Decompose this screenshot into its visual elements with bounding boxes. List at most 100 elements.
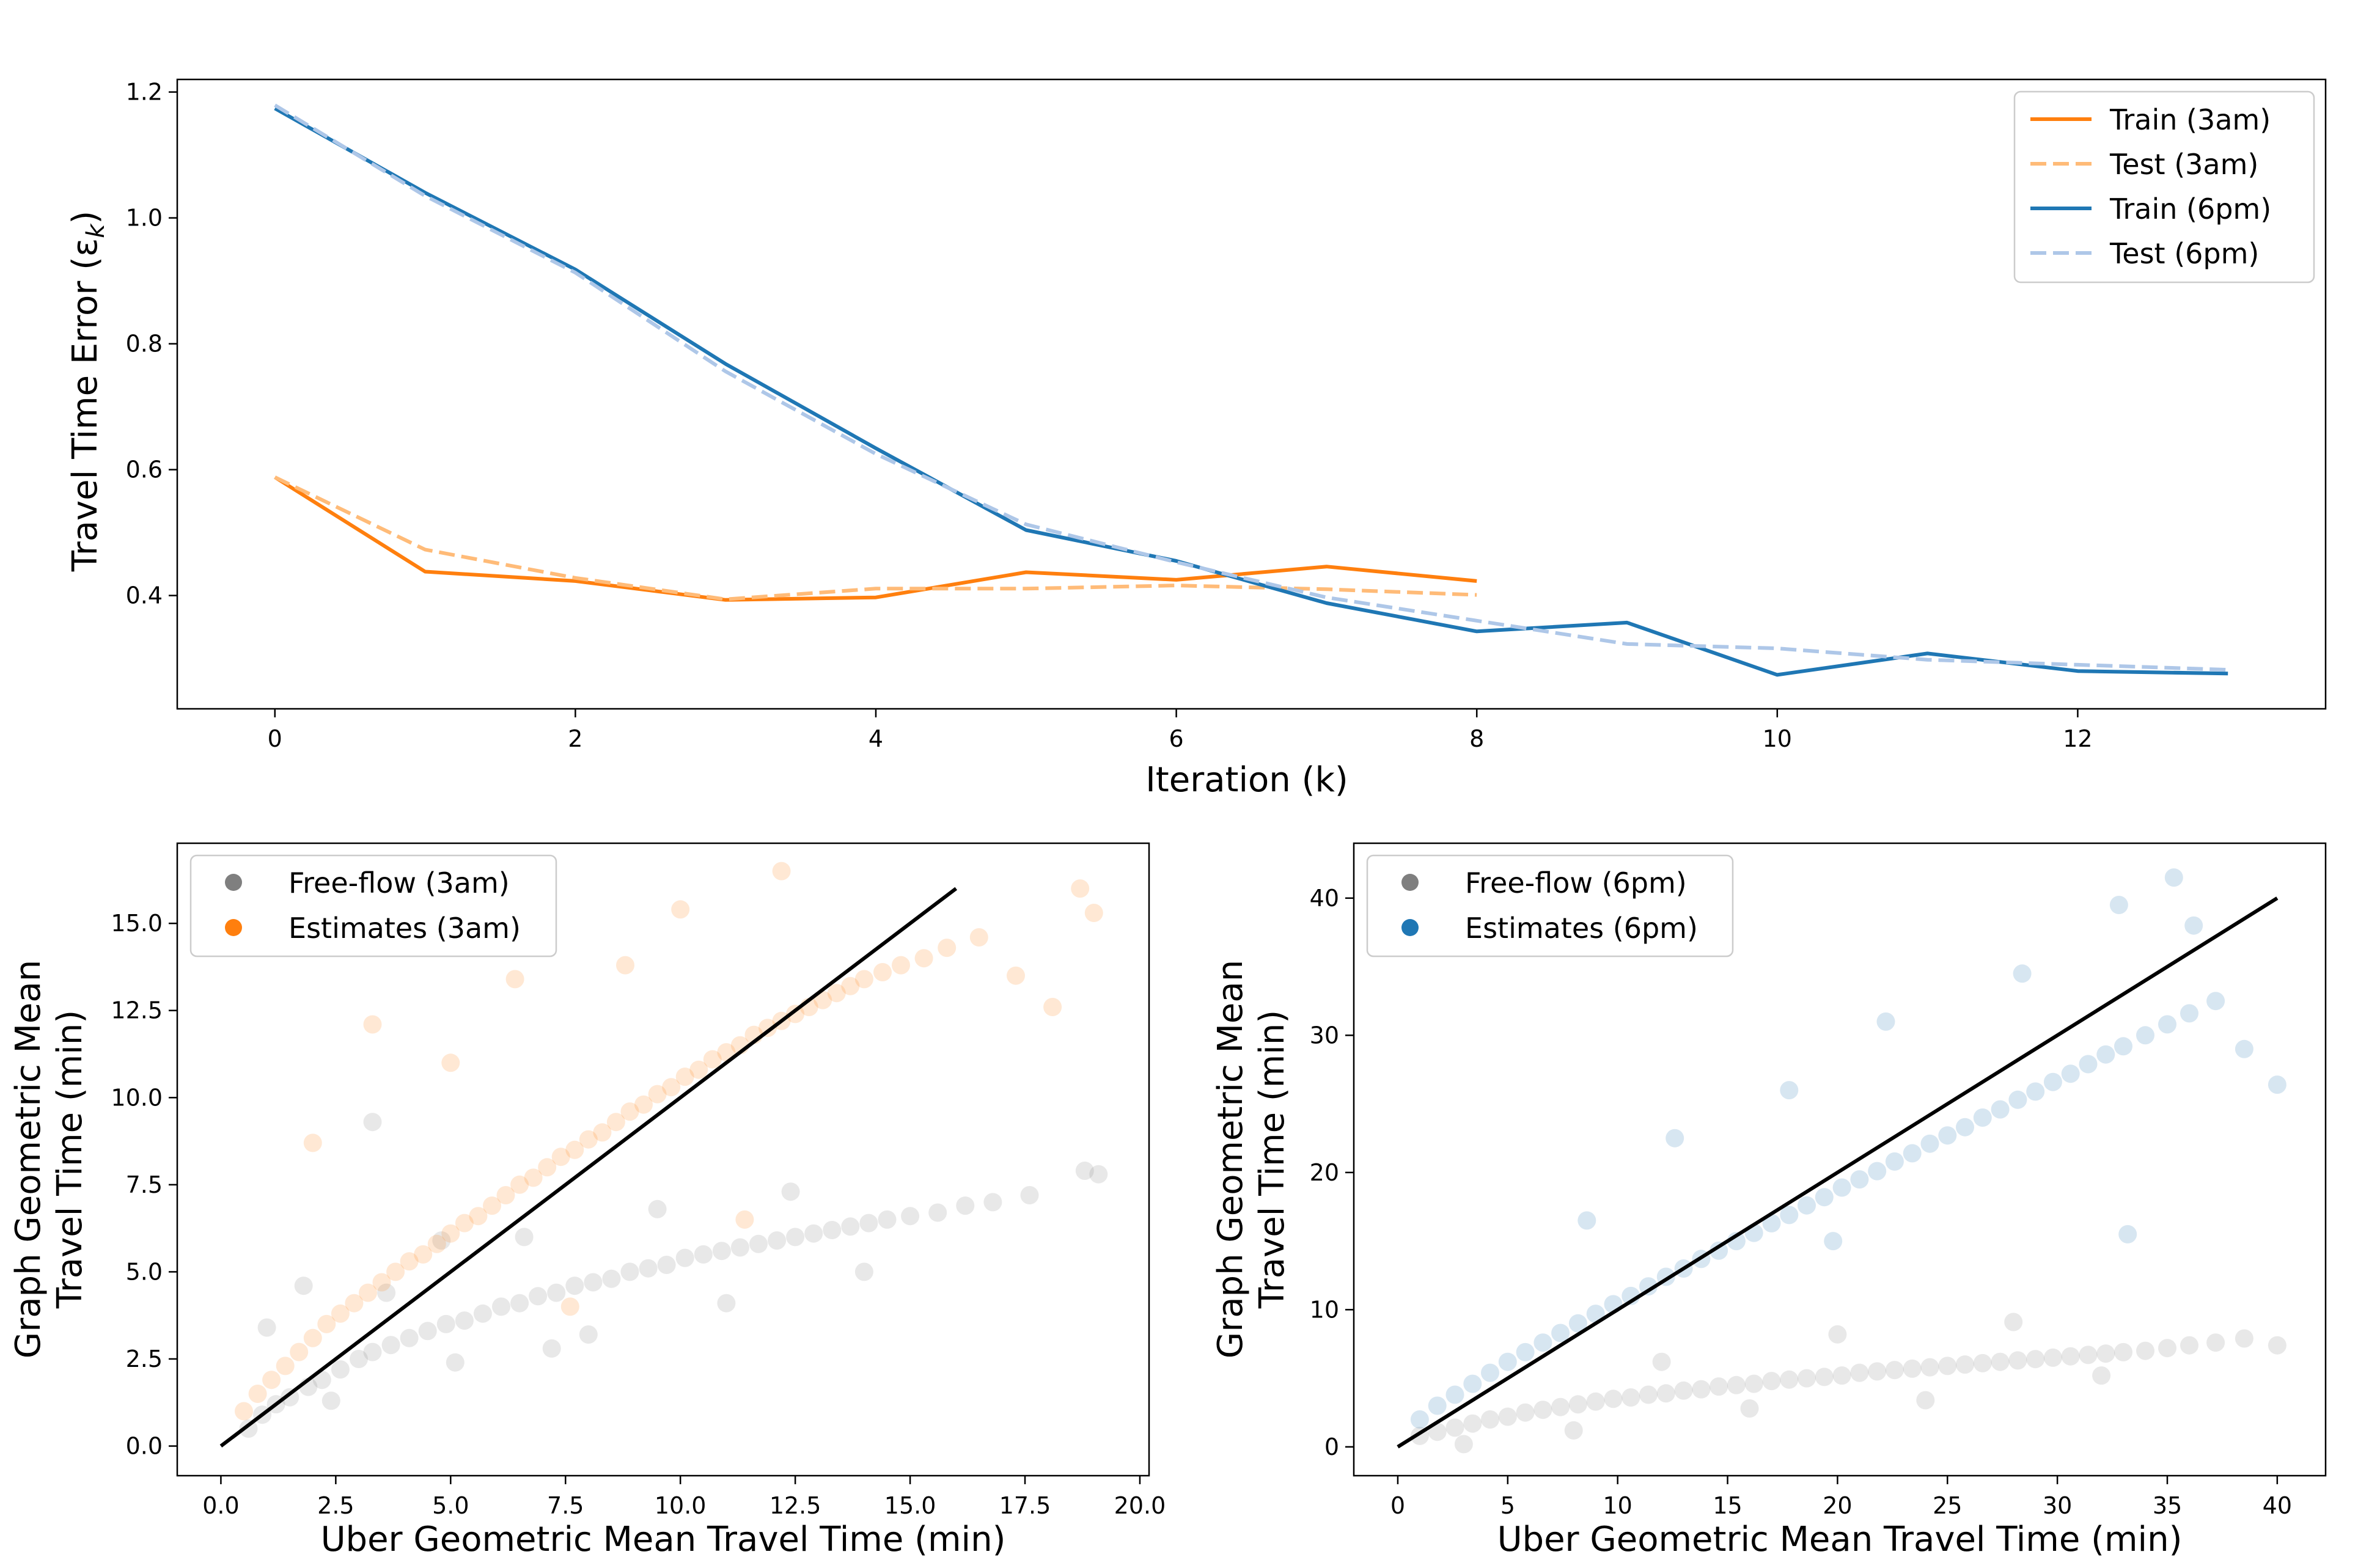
scatter-3am-point: [427, 1234, 446, 1253]
scatter-3am-point: [321, 1391, 340, 1410]
scatter-3am-point: [620, 1102, 639, 1121]
scatter-6pm-panel: 0 5 10 15 20 25 30 35 40 0 10 20 30 40 Uber Geometric…: [1211, 842, 2327, 1559]
scatter-3am-point: [276, 1357, 295, 1375]
scatter-3am-point: [730, 1238, 749, 1257]
scatter-6pm-point: [1798, 1369, 1816, 1388]
scatter-3am-point: [675, 1067, 694, 1086]
scatter-3am-point: [620, 1262, 639, 1281]
scatter-6pm-point: [2043, 1348, 2062, 1367]
scatter-3am-point: [455, 1214, 474, 1232]
line-chart-ytick-label: 0.6: [126, 456, 163, 483]
scatter-6pm-point: [1454, 1435, 1473, 1454]
scatter-6pm-point: [1652, 1352, 1671, 1371]
scatter-3am-xtick-label: 7.5: [547, 1492, 584, 1519]
line-chart-xtick-label: 6: [1169, 725, 1184, 752]
scatter-6pm-point: [1868, 1162, 1887, 1181]
scatter-6pm-point: [2061, 1064, 2080, 1083]
scatter-6pm-point: [1551, 1324, 1570, 1342]
scatter-3am-point: [781, 1182, 800, 1201]
scatter-6pm-point: [2026, 1350, 2045, 1369]
line-chart-ytick-label: 1.2: [126, 79, 163, 106]
scatter-6pm-point: [1710, 1241, 1728, 1260]
scatter-3am-series-free-flow-3am: [239, 1113, 1108, 1438]
scatter-6pm-point: [2079, 1055, 2098, 1074]
scatter-3am-point: [257, 1318, 276, 1337]
line-chart-axes: 0 2 4 6 8 10 12 0.4 0.6 0.8 1.0 1.2: [126, 79, 2093, 752]
line-series-train-3am: [274, 475, 1477, 602]
scatter-6pm-xtick-label: 5: [1500, 1492, 1515, 1519]
scatter-3am-point: [565, 1140, 584, 1159]
scatter-6pm-point: [1938, 1126, 1957, 1145]
scatter-6pm-point: [2079, 1346, 2098, 1364]
scatter-6pm-point: [1780, 1206, 1799, 1225]
scatter-3am-point: [363, 1342, 382, 1361]
scatter-3am-point: [768, 1231, 787, 1250]
legend-swatch-freeflow-6pm: [1401, 874, 1419, 891]
scatter-3am-point: [1020, 1186, 1039, 1204]
scatter-3am-point: [873, 963, 892, 981]
scatter-3am-ytick-label: 12.5: [111, 997, 163, 1024]
scatter-3am-point: [892, 956, 910, 975]
scatter-3am-point: [551, 1148, 570, 1166]
scatter-6pm-point: [1956, 1355, 1974, 1374]
scatter-3am-point: [377, 1283, 396, 1302]
scatter-6pm-point: [1973, 1353, 1992, 1372]
scatter-3am-point: [1084, 904, 1103, 922]
legend-label-estimates-6pm: Estimates (6pm): [1465, 912, 1698, 945]
scatter-3am-point: [529, 1287, 548, 1306]
scatter-3am-point: [547, 1283, 566, 1302]
scatter-6pm-point: [1428, 1423, 1447, 1441]
scatter-3am-point: [505, 970, 524, 989]
scatter-3am-point: [1007, 966, 1025, 985]
scatter-6pm-series-estimates-6pm: [1410, 868, 2286, 1429]
scatter-3am-ytick-label: 0.0: [126, 1433, 163, 1460]
scatter-6pm-xlabel: Uber Geometric Mean Travel Time (min): [1497, 1520, 2183, 1559]
scatter-6pm-point: [2114, 1342, 2132, 1361]
scatter-3am-point: [350, 1350, 368, 1368]
scatter-3am-point: [400, 1252, 419, 1271]
scatter-6pm-point: [1656, 1384, 1675, 1403]
scatter-3am-point: [901, 1207, 920, 1226]
scatter-3am-point: [446, 1353, 465, 1372]
scatter-6pm-point: [2109, 896, 2128, 914]
scatter-6pm-point: [1445, 1418, 1464, 1437]
scatter-6pm-point: [1920, 1134, 1939, 1153]
scatter-6pm-point: [1710, 1377, 1728, 1396]
scatter-6pm-point: [1850, 1363, 1869, 1382]
scatter-3am-point: [1043, 998, 1062, 1016]
scatter-6pm-point: [2008, 1090, 2027, 1109]
scatter-6pm-point: [2043, 1072, 2062, 1091]
scatter-3am-point: [735, 1210, 754, 1229]
scatter-3am-point: [331, 1304, 350, 1323]
scatter-3am-ytick-label: 10.0: [111, 1084, 163, 1111]
scatter-6pm-point: [1832, 1366, 1851, 1385]
scatter-3am-point: [542, 1339, 561, 1358]
scatter-6pm-ylabel-line1: Graph Geometric Mean: [1211, 960, 1251, 1358]
scatter-3am-point: [648, 1085, 667, 1104]
scatter-6pm-xtick-label: 30: [2043, 1492, 2072, 1519]
scatter-6pm-point: [2268, 1336, 2286, 1355]
scatter-3am-point: [248, 1385, 267, 1403]
scatter-3am-point: [492, 1297, 510, 1316]
scatter-6pm-point: [1568, 1395, 1587, 1414]
line-chart-ytick-label: 0.8: [126, 331, 163, 357]
scatter-6pm-point: [1586, 1392, 1605, 1411]
scatter-3am-point: [786, 1228, 805, 1247]
scatter-6pm-point: [1463, 1374, 1482, 1393]
scatter-3am-point: [381, 1336, 400, 1355]
scatter-3am-points: [219, 862, 1108, 1448]
scatter-6pm-point: [2180, 1004, 2198, 1023]
scatter-6pm-point: [1885, 1152, 1904, 1171]
scatter-6pm-point: [1762, 1214, 1781, 1232]
scatter-3am-point: [510, 1294, 529, 1313]
scatter-3am-axes: 0.0 2.5 5.0 7.5 10.0 12.5 15.0 17.5 20.0 0.0 2.5 5.…: [111, 910, 1166, 1519]
scatter-6pm-point: [2164, 868, 2183, 887]
scatter-6pm-point: [1991, 1100, 2010, 1119]
scatter-3am-ytick-label: 2.5: [126, 1346, 163, 1372]
scatter-6pm-point: [2096, 1344, 2115, 1363]
scatter-3am-point: [841, 1217, 860, 1236]
scatter-3am-point: [303, 1133, 322, 1152]
legend-swatch-estimates-3am: [225, 919, 242, 936]
scatter-6pm-xtick-label: 40: [2263, 1492, 2292, 1519]
scatter-3am-point: [606, 1113, 625, 1132]
